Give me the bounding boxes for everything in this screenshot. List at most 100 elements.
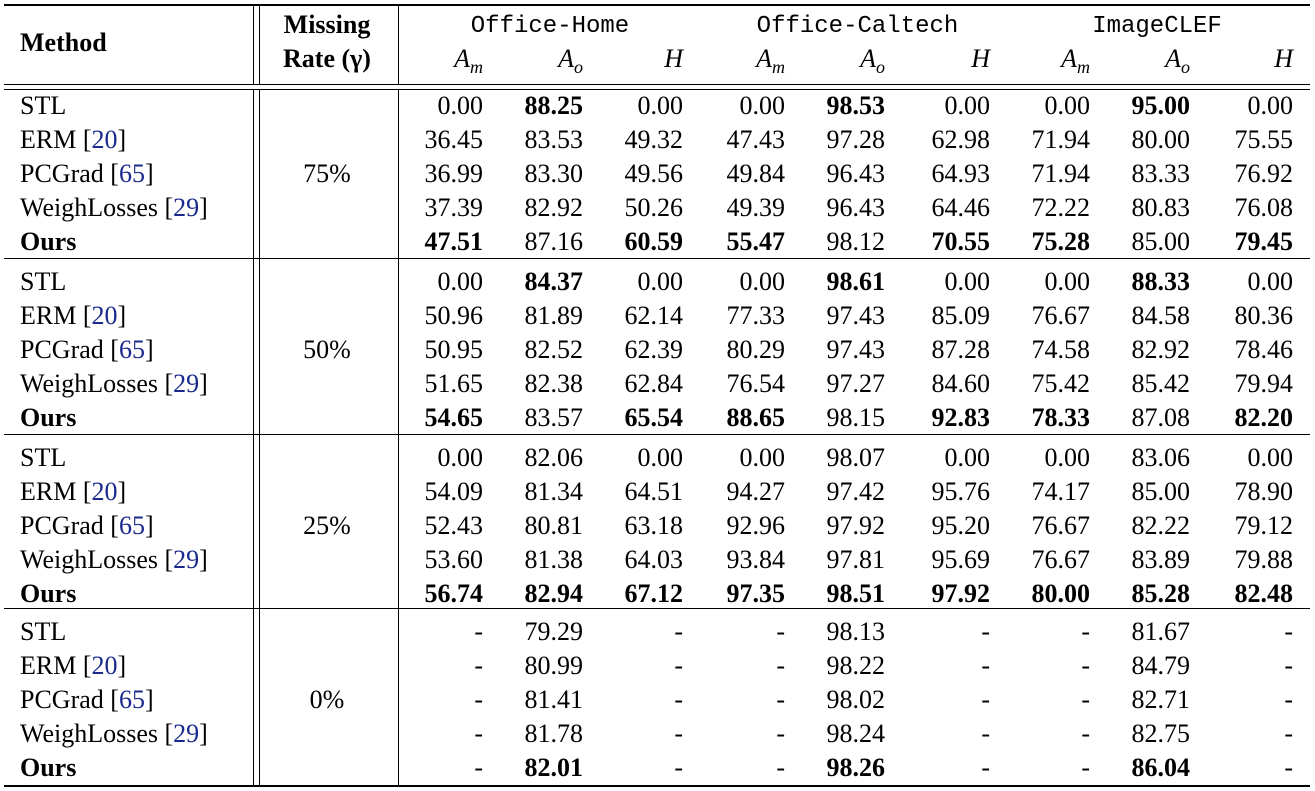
table-cell: 98.12 — [826, 227, 886, 256]
metric-header-am: Am — [1061, 44, 1090, 78]
header-rule-2 — [4, 89, 1310, 90]
table-cell: 64.93 — [931, 159, 991, 188]
vertical-rule — [398, 90, 399, 258]
table-cell: 64.51 — [624, 477, 684, 506]
citation-link[interactable]: 29 — [173, 719, 200, 748]
table-row-method: STL — [20, 617, 67, 646]
citation-link[interactable]: 20 — [91, 301, 118, 330]
table-cell: 78.90 — [1234, 477, 1294, 506]
table-cell: 97.92 — [931, 579, 991, 608]
table-cell: 95.76 — [931, 477, 991, 506]
table-cell: 36.99 — [424, 159, 484, 188]
table-cell: 50.26 — [624, 193, 684, 222]
table-cell: 82.75 — [1131, 719, 1191, 748]
table-cell: 85.00 — [1131, 477, 1191, 506]
table-cell: 47.43 — [726, 125, 786, 154]
table-cell: 75.28 — [1031, 227, 1091, 256]
table-cell: 76.54 — [726, 369, 786, 398]
header-rule — [4, 84, 1310, 85]
table-cell: 49.56 — [624, 159, 684, 188]
table-cell: 76.67 — [1031, 511, 1091, 540]
metric-header-h: H — [971, 44, 990, 73]
table-cell: 80.00 — [1031, 579, 1091, 608]
table-cell: - — [474, 753, 483, 782]
table-row-method: PCGrad [65] — [20, 159, 154, 188]
table-row-method: Ours — [20, 403, 77, 432]
table-row-method: Ours — [20, 753, 77, 782]
table-cell: 96.43 — [826, 159, 886, 188]
table-cell: 72.22 — [1031, 193, 1091, 222]
table-cell: 62.39 — [624, 335, 684, 364]
citation-link[interactable]: 65 — [118, 511, 145, 540]
table-cell: 85.28 — [1131, 579, 1191, 608]
citation-link[interactable]: 65 — [118, 335, 145, 364]
table-cell: 63.18 — [624, 511, 684, 540]
table-cell: 0.00 — [739, 267, 786, 296]
table-cell: 86.04 — [1131, 753, 1191, 782]
table-cell: 88.25 — [524, 91, 584, 120]
table-cell: 80.36 — [1234, 301, 1294, 330]
table-row-method: WeighLosses [29] — [20, 369, 208, 398]
table-cell: 97.81 — [826, 545, 886, 574]
table-cell: - — [674, 719, 683, 748]
citation-link[interactable]: 65 — [118, 159, 145, 188]
table-cell: 98.24 — [826, 719, 886, 748]
table-cell: 82.22 — [1131, 511, 1191, 540]
metric-header-ao: Ao — [558, 44, 583, 78]
citation-link[interactable]: 20 — [91, 651, 118, 680]
table-row-method: PCGrad [65] — [20, 335, 154, 364]
citation-link[interactable]: 65 — [118, 685, 145, 714]
citation-link[interactable]: 29 — [173, 369, 200, 398]
table-cell: - — [981, 753, 990, 782]
table-cell: 64.46 — [931, 193, 991, 222]
table-cell: - — [1284, 719, 1293, 748]
vertical-rule — [398, 6, 399, 84]
vertical-rule — [253, 6, 254, 84]
table-cell: - — [981, 617, 990, 646]
table-cell: - — [474, 719, 483, 748]
table-row-method: ERM [20] — [20, 125, 127, 154]
citation-link[interactable]: 29 — [173, 193, 200, 222]
table-cell: 84.60 — [931, 369, 991, 398]
table-cell: 97.92 — [826, 511, 886, 540]
header-missing-line1: Missing — [283, 10, 371, 39]
table-row-method: WeighLosses [29] — [20, 193, 208, 222]
table-cell: 82.52 — [524, 335, 584, 364]
table-cell: - — [981, 685, 990, 714]
table-cell: 0.00 — [637, 443, 684, 472]
table-cell: 49.32 — [624, 125, 684, 154]
table-cell: 98.22 — [826, 651, 886, 680]
table-cell: 0.00 — [437, 443, 484, 472]
table-cell: 0.00 — [1247, 443, 1294, 472]
table-cell: 82.94 — [524, 579, 584, 608]
table-cell: 62.14 — [624, 301, 684, 330]
citation-link[interactable]: 20 — [91, 477, 118, 506]
table-cell: 50.95 — [424, 335, 484, 364]
table-cell: - — [674, 753, 683, 782]
table-cell: 0.00 — [637, 91, 684, 120]
citation-link[interactable]: 29 — [173, 545, 200, 574]
table-cell: 93.84 — [726, 545, 786, 574]
table-cell: 98.61 — [826, 267, 886, 296]
group-rule-1 — [4, 258, 1310, 259]
table-row-method: STL — [20, 443, 67, 472]
table-cell: 75.42 — [1031, 369, 1091, 398]
table-cell: 81.41 — [524, 685, 584, 714]
header-dataset-office-caltech: Office-Caltech — [756, 13, 959, 40]
citation-link[interactable]: 20 — [91, 125, 118, 154]
metric-header-ao: Ao — [860, 44, 885, 78]
table-row-method: STL — [20, 91, 67, 120]
table-cell: 83.89 — [1131, 545, 1191, 574]
vertical-rule — [398, 609, 399, 785]
table-cell: 87.28 — [931, 335, 991, 364]
table-cell: 0.00 — [944, 443, 991, 472]
table-cell: 49.84 — [726, 159, 786, 188]
table-cell: 95.00 — [1131, 91, 1191, 120]
bottom-rule — [4, 785, 1310, 787]
table-cell: 0.00 — [1044, 91, 1091, 120]
table-row-method: Ours — [20, 579, 77, 608]
table-cell: 95.20 — [931, 511, 991, 540]
table-cell: 76.92 — [1234, 159, 1294, 188]
table-cell: - — [674, 651, 683, 680]
table-cell: 82.01 — [524, 753, 584, 782]
